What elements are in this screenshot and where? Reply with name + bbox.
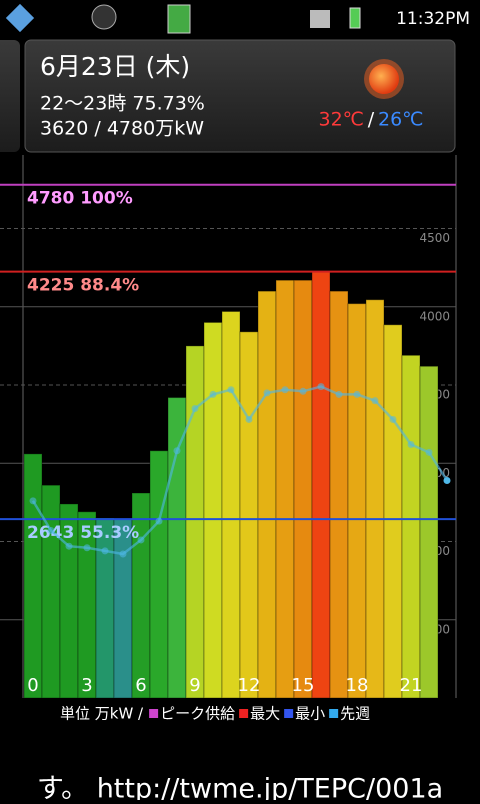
bar [419, 365, 439, 699]
temp-high: 32℃ [318, 109, 364, 131]
legend-unit: 単位 万kW / [60, 705, 144, 723]
legend-label: 最小 [295, 705, 325, 723]
bar [347, 303, 367, 699]
reference-label: 4780 100% [27, 189, 133, 209]
line-point [191, 405, 199, 413]
battery-icon [349, 7, 361, 29]
bar [149, 450, 169, 699]
line-point [173, 447, 181, 455]
line-point [155, 517, 163, 525]
line-point [317, 383, 325, 391]
bar [41, 484, 61, 699]
bar [365, 299, 385, 699]
bar [311, 271, 331, 699]
legend-swatch [284, 709, 294, 718]
line-point [335, 390, 343, 398]
status-icon [91, 4, 117, 30]
line-point [209, 390, 217, 398]
bar [239, 331, 259, 699]
y-tick-label: 4500 [419, 231, 450, 245]
line-point [101, 547, 109, 555]
card-date: 6月23日 (木) [40, 52, 190, 81]
line-point [389, 415, 397, 423]
bar [257, 290, 277, 699]
bar [95, 517, 115, 699]
line-point [119, 550, 127, 558]
line-point [65, 542, 73, 550]
card-supply: 3620 / 4780万kW [40, 118, 204, 140]
x-tick-label: 0 [27, 675, 38, 696]
temp-low: 26℃ [378, 109, 424, 131]
footer-text: す。 http://twme.jp/TEPC/001a [37, 774, 443, 801]
bar [203, 321, 223, 699]
reference-label: 4225 88.4% [27, 276, 139, 296]
bar [275, 279, 295, 699]
line-point [353, 390, 361, 398]
line-point [47, 527, 55, 535]
line-point [263, 389, 271, 397]
status-time: 11:32PM [396, 9, 470, 29]
prev-card[interactable] [0, 40, 20, 152]
line-point [281, 386, 289, 394]
bar [329, 290, 349, 699]
bar [113, 518, 133, 699]
temp-sep: / [368, 109, 375, 131]
x-tick-label: 9 [189, 675, 200, 696]
legend-label: 先週 [340, 705, 370, 723]
y-tick-label: 4000 [419, 309, 450, 323]
bar [221, 310, 241, 699]
card-hour-usage: 22～23時 75.73% [40, 93, 205, 115]
bar [23, 453, 43, 699]
signal-icon [310, 10, 330, 28]
line-point [227, 386, 235, 394]
sun-icon [364, 59, 404, 99]
line-point [245, 415, 253, 423]
legend-swatch [239, 709, 249, 718]
bar [167, 397, 187, 699]
bar [293, 279, 313, 699]
bar [185, 345, 205, 699]
line-point [371, 397, 379, 405]
bar [401, 354, 421, 699]
x-tick-label: 15 [292, 675, 315, 696]
x-tick-label: 6 [135, 675, 146, 696]
legend-swatch [329, 709, 339, 718]
status-icon [167, 4, 191, 34]
line-point [425, 448, 433, 456]
legend-label: 最大 [250, 705, 280, 723]
line-point [407, 440, 415, 448]
bar [383, 324, 403, 699]
legend-label: ピーク供給 [160, 705, 235, 723]
date-card [24, 39, 456, 153]
legend-swatch [149, 709, 159, 718]
x-tick-label: 3 [81, 675, 92, 696]
x-tick-label: 18 [346, 675, 369, 696]
x-tick-label: 12 [238, 675, 261, 696]
status-icon [5, 3, 35, 33]
x-tick-label: 21 [400, 675, 423, 696]
line-point [29, 497, 37, 505]
line-point [443, 476, 451, 484]
status-bar [0, 0, 480, 36]
line-point [83, 544, 91, 552]
reference-label: 2643 55.3% [27, 523, 139, 543]
line-point [299, 387, 307, 395]
line-point [137, 536, 145, 544]
